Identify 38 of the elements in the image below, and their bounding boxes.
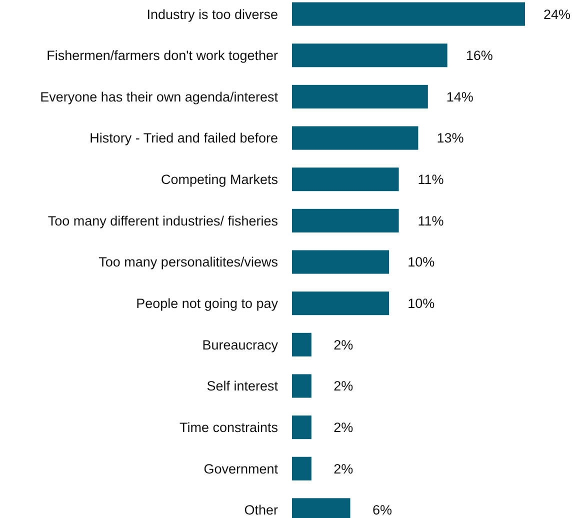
bar: [292, 374, 312, 398]
y-tick-label: Too many different industries/ fisheries: [48, 213, 278, 228]
data-label: 2%: [334, 420, 354, 436]
bar: [292, 44, 448, 68]
bar: [292, 250, 390, 274]
y-tick-label: Time constraints: [179, 420, 278, 436]
bar: [292, 292, 390, 316]
bar: [292, 456, 312, 480]
y-tick-label: Self interest: [206, 378, 278, 394]
data-label: 16%: [466, 48, 493, 64]
data-label: 10%: [408, 296, 435, 312]
data-label: 6%: [372, 502, 392, 518]
bar: [292, 2, 525, 26]
y-tick-label: Bureaucracy: [202, 337, 278, 352]
bar: [292, 208, 399, 232]
data-label: 24%: [543, 6, 571, 22]
data-label: 13%: [436, 130, 464, 146]
y-tick-label: Too many personalitites/views: [98, 254, 278, 270]
bar: [292, 416, 312, 440]
bar: [292, 126, 418, 150]
data-label: 14%: [446, 89, 474, 104]
bar: [292, 332, 312, 356]
data-label: 2%: [334, 378, 354, 394]
data-label: 2%: [334, 461, 354, 476]
y-tick-label: Fishermen/farmers don't work together: [46, 48, 278, 64]
y-tick-label: Everyone has their own agenda/interest: [40, 89, 278, 104]
y-tick-label: History - Tried and failed before: [90, 130, 278, 146]
bar: [292, 168, 399, 192]
data-label: 11%: [418, 172, 444, 188]
y-tick-label: People not going to pay: [136, 296, 278, 312]
data-label: 10%: [408, 254, 435, 270]
y-tick-label: Competing Markets: [160, 172, 278, 188]
data-label: 2%: [334, 337, 354, 352]
y-tick-label: Government: [204, 461, 278, 476]
y-tick-label: Other: [244, 502, 278, 518]
y-tick-label: Industry is too diverse: [146, 6, 278, 22]
data-label: 11%: [418, 213, 444, 228]
bar: [292, 84, 428, 108]
